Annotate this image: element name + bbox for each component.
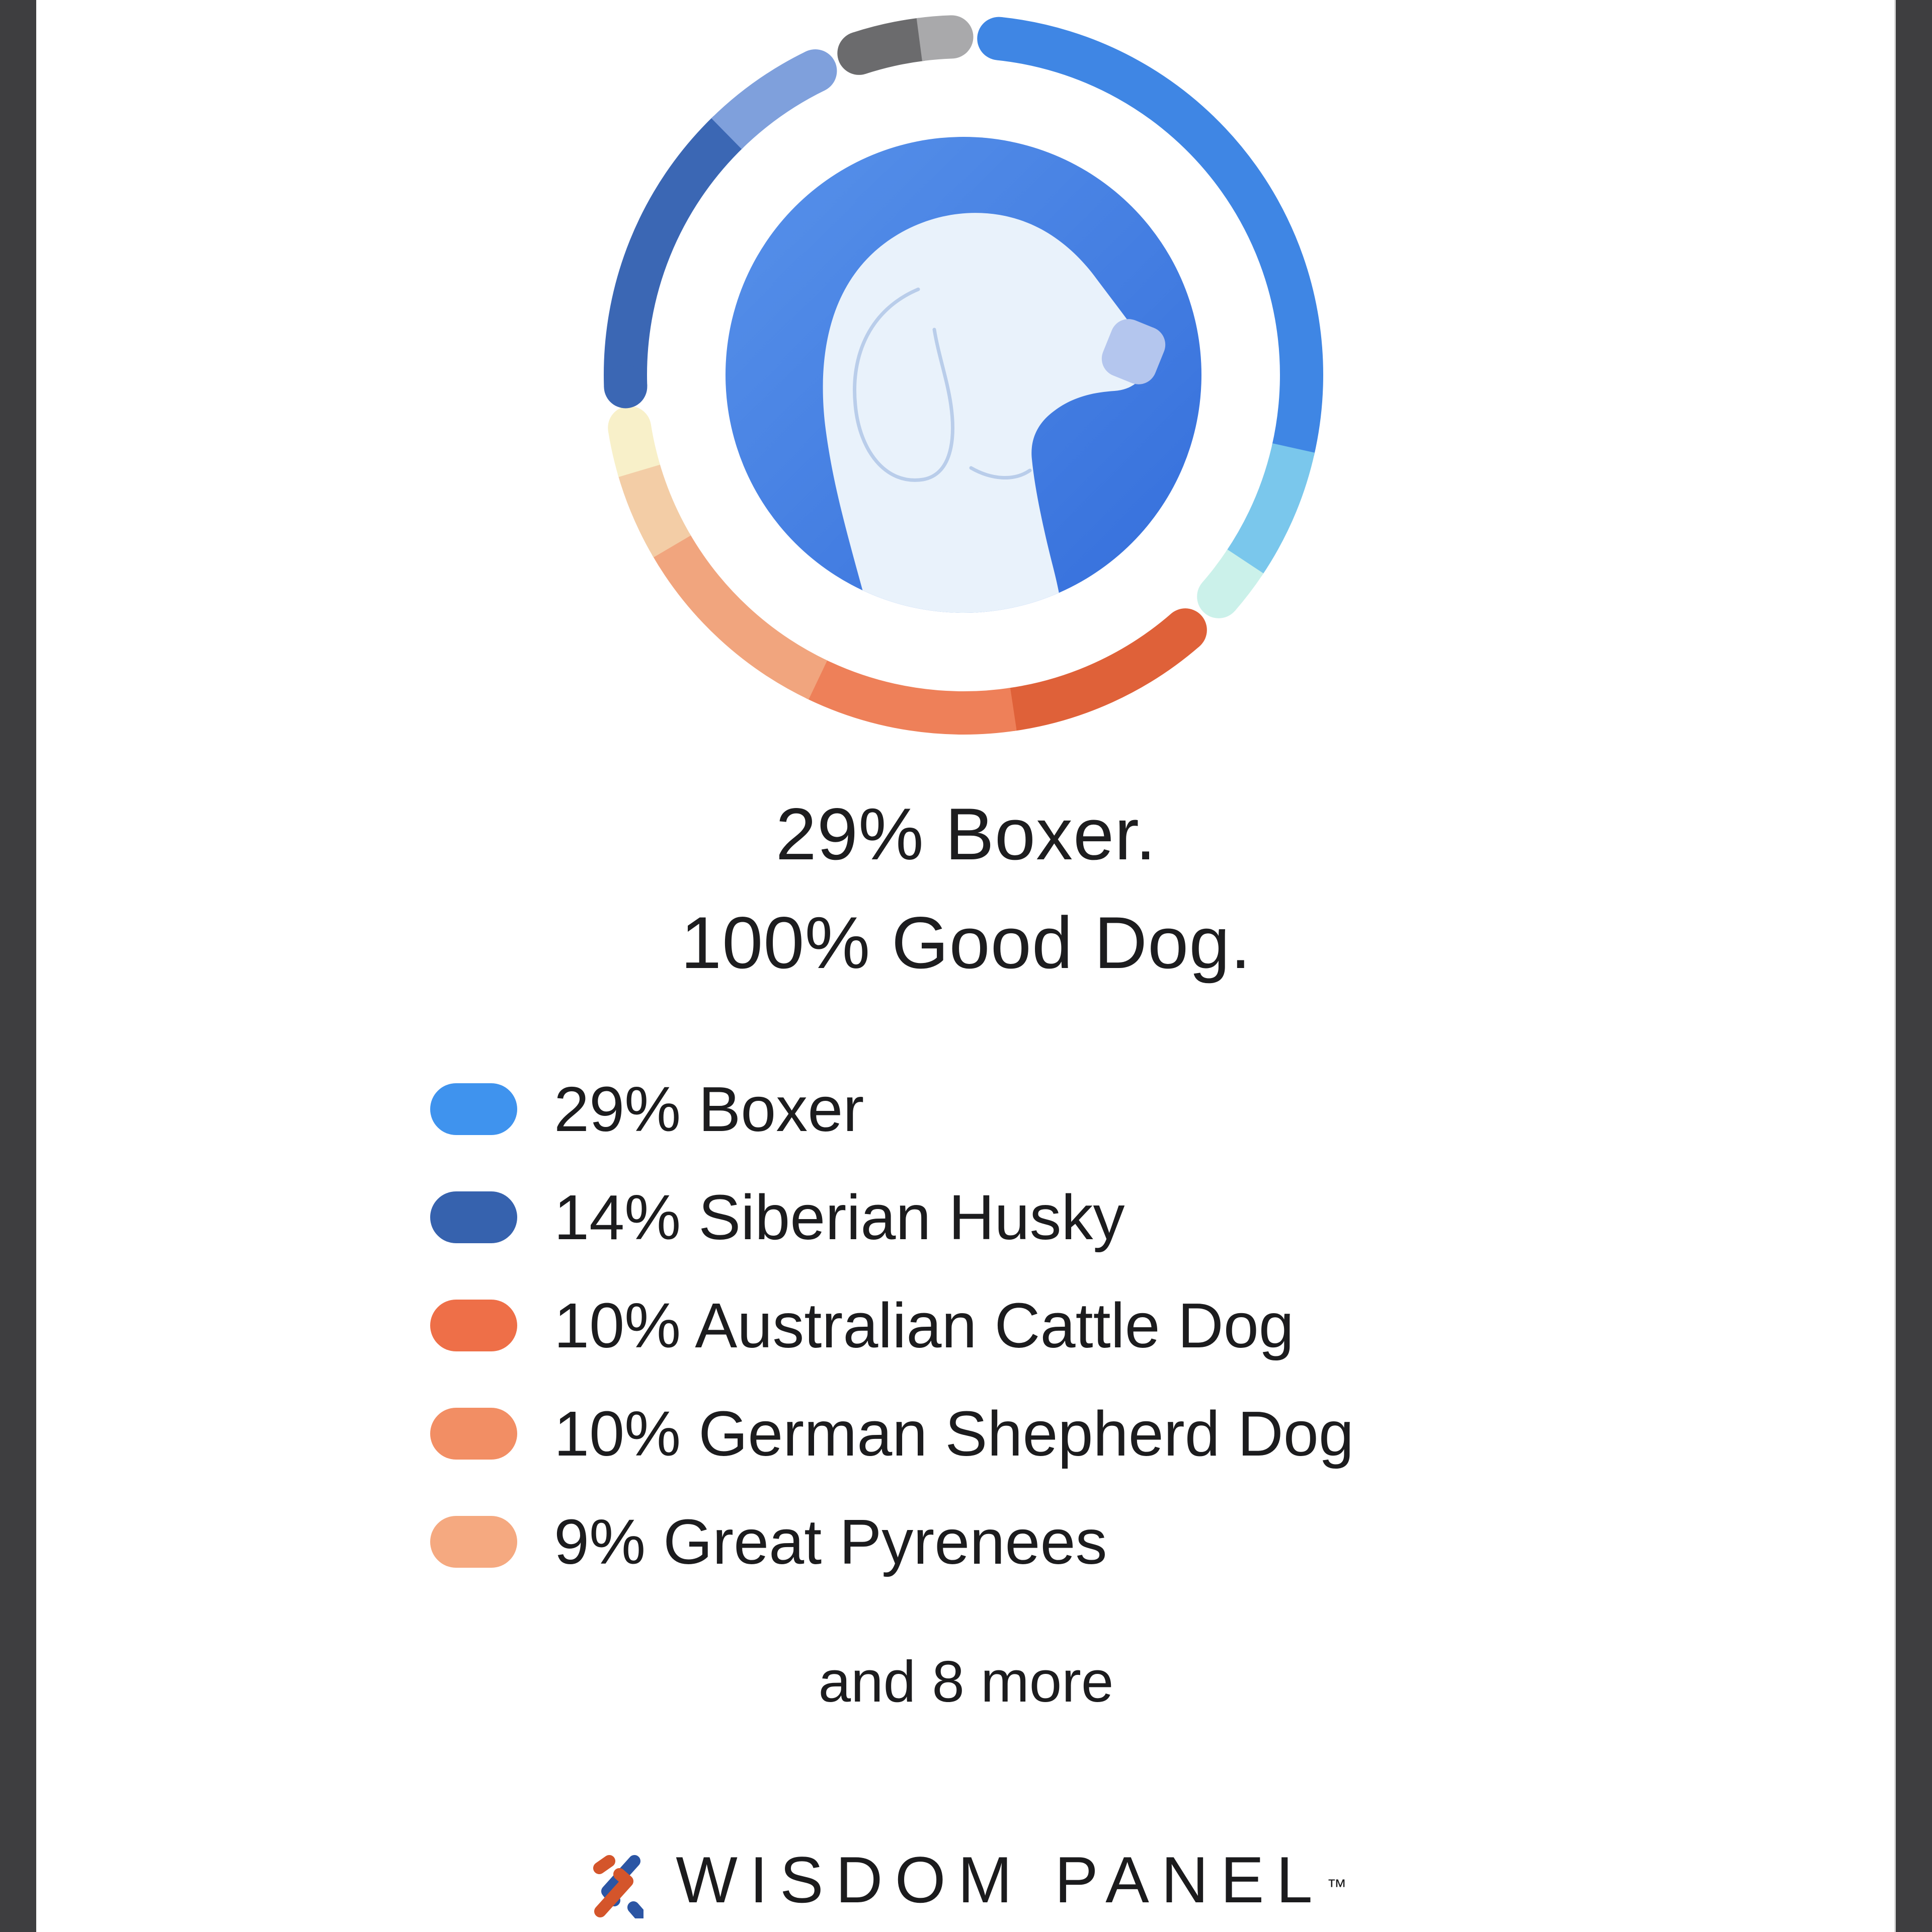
breed-donut-chart	[604, 15, 1323, 735]
legend-row: 10% German Shepherd Dog	[430, 1398, 1354, 1469]
legend-label: 10% Australian Cattle Dog	[554, 1290, 1294, 1361]
ring-segment-pyrenees	[652, 533, 828, 700]
more-breeds-text: and 8 more	[818, 1649, 1114, 1714]
ring-segment-cap	[793, 49, 837, 93]
ring-segment-extra-sky	[1226, 443, 1315, 576]
ring-segment-cap	[608, 406, 652, 450]
legend-label: 29% Boxer	[554, 1074, 864, 1145]
ring-segment-cap	[604, 365, 648, 409]
headline: 29% Boxer. 100% Good Dog.	[0, 780, 1932, 997]
brand-wordmark: WISDOM PANEL ™	[676, 1842, 1348, 1924]
ring-segment-cap	[930, 15, 974, 59]
trademark-symbol: ™	[1326, 1876, 1348, 1898]
ring-segment-extra-peach	[617, 461, 691, 557]
dog-illustration	[726, 137, 1201, 613]
donut-ring	[604, 15, 1323, 735]
legend-label: 14% Siberian Husky	[554, 1182, 1125, 1253]
legend-row: 14% Siberian Husky	[430, 1182, 1354, 1253]
ring-segment-acd	[1007, 613, 1200, 732]
ring-segment-gsd	[806, 659, 1017, 735]
right-letterbox-bar	[1894, 0, 1932, 1932]
wisdom-panel-logo: WISDOM PANEL ™	[0, 1842, 1932, 1924]
legend-swatch	[430, 1300, 517, 1351]
ring-segment-cap	[1163, 608, 1207, 652]
ring-segment-cap	[977, 17, 1021, 60]
legend-swatch	[430, 1516, 517, 1568]
legend-swatch	[430, 1191, 517, 1243]
legend-row: 9% Great Pyrenees	[430, 1506, 1354, 1577]
legend-label: 10% German Shepherd Dog	[554, 1398, 1354, 1469]
ring-segment-boxer	[996, 17, 1323, 456]
legend-label: 9% Great Pyrenees	[554, 1506, 1107, 1577]
ring-segment-husky	[604, 116, 744, 387]
legend-swatch	[430, 1083, 517, 1135]
dog-head-silhouette	[823, 213, 1147, 613]
dog-mouth-line	[969, 466, 1032, 479]
breed-legend: 29% Boxer 14% Siberian Husky 10% Austral…	[430, 1074, 1354, 1624]
headline-line1: 29% Boxer.	[775, 793, 1157, 875]
brand-name: WISDOM PANEL	[676, 1843, 1325, 1916]
dog-nose	[1101, 319, 1166, 384]
ring-segment-cap	[837, 31, 881, 75]
headline-line2: 100% Good Dog.	[680, 902, 1252, 984]
left-letterbox-bar	[0, 0, 36, 1932]
legend-swatch	[430, 1408, 517, 1460]
dog-ear-line	[853, 287, 954, 482]
legend-row: 29% Boxer	[430, 1074, 1354, 1145]
legend-row: 10% Australian Cattle Dog	[430, 1290, 1354, 1361]
ring-segment-cap	[1197, 575, 1241, 618]
dna-helix-icon	[593, 1855, 644, 1918]
